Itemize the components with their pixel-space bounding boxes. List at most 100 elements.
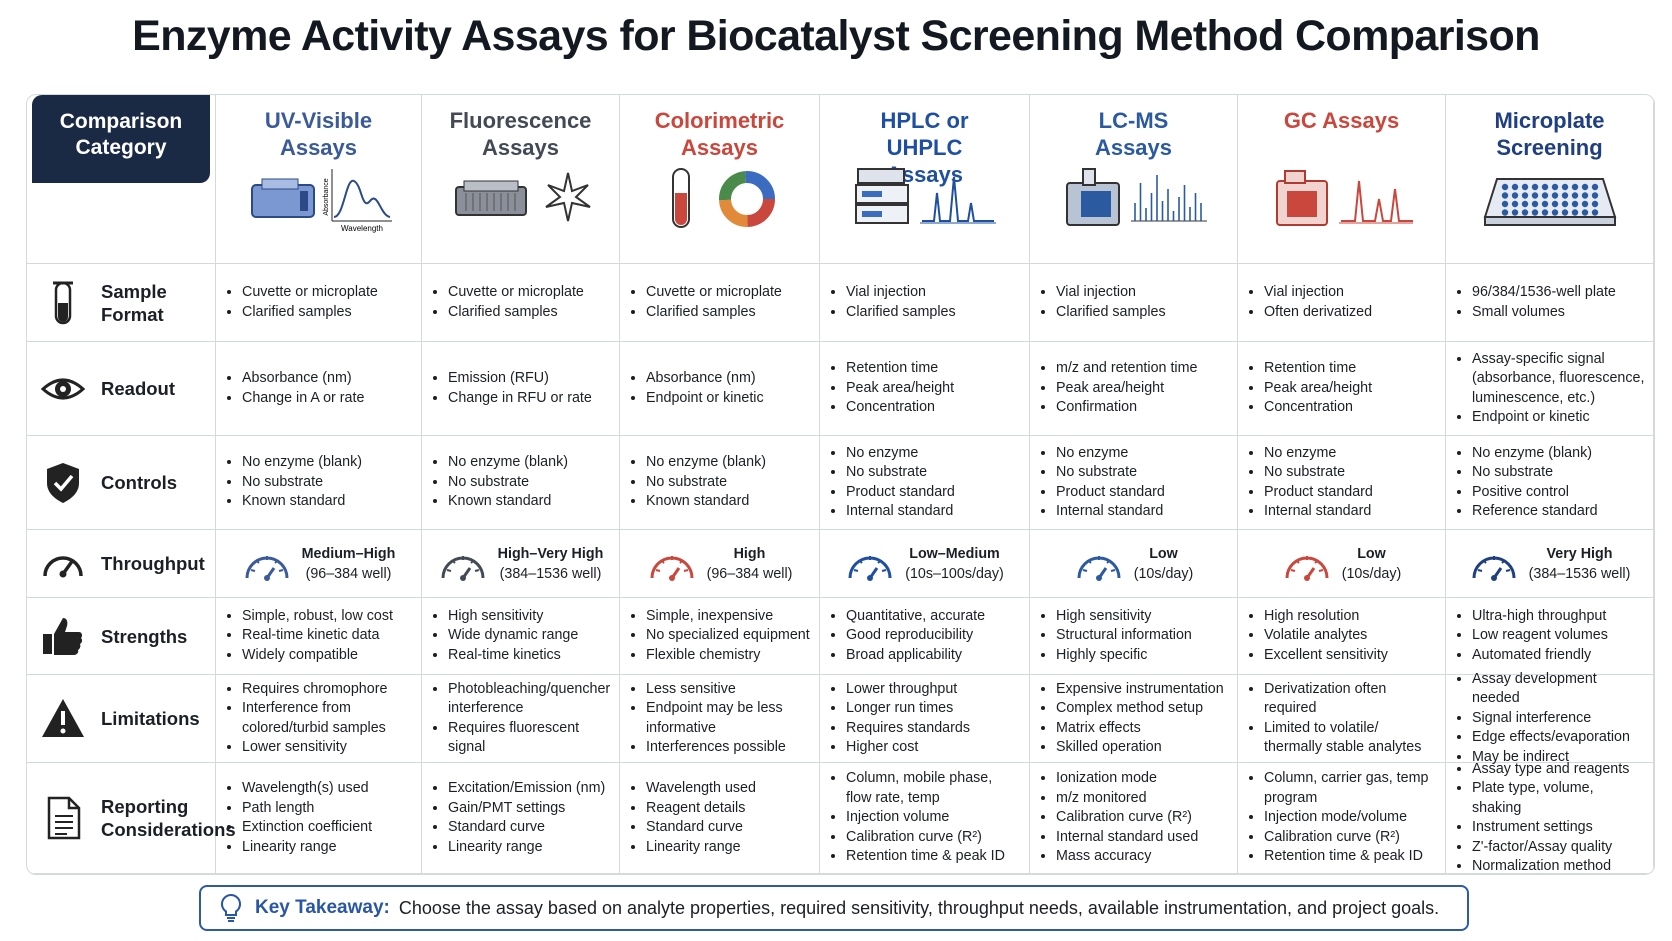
bullet-list: High resolutionVolatile analytesExcellen… [1238,607,1396,666]
bullet-item: Known standard [448,492,568,512]
axis-label: Wavelength [341,224,383,233]
bullet-item: Lower throughput [846,680,970,700]
icon-part [1490,574,1497,581]
column-icon [1065,168,1207,226]
cell: Wavelength usedReagent detailsStandard c… [620,763,820,874]
gauge-icon [1285,555,1329,581]
icon-part [544,172,591,222]
row-icon [43,555,83,577]
bullet-item: Concentration [846,398,954,418]
bullet-item: Wavelength used [646,779,756,799]
bullet-item: No substrate [242,473,362,493]
bullet-item: Good reproducibility [846,626,985,646]
row-icon [53,281,73,324]
icon-part [263,574,270,581]
icon-part [61,710,65,725]
bullet-list: High sensitivityStructural informationHi… [1030,607,1200,666]
throughput-detail: (10s/day) [1133,565,1194,582]
bullet-list: No enzyme (blank)No substratePositive co… [1446,444,1606,522]
icon-part [60,728,66,733]
bullet-item: Low reagent volumes [1472,626,1608,646]
cell: Quantitative, accurateGood reproducibili… [820,598,1030,675]
cell: Assay development neededSignal interfere… [1446,671,1654,765]
bullet-item: Instrument settings [1472,818,1645,838]
icon-part [47,796,81,840]
cell: 96/384/1536-well plateSmall volumes [1446,264,1654,342]
icon-part [474,568,479,572]
bullet-item: High sensitivity [448,607,578,627]
icon-part [1571,209,1578,216]
bullet-list: Quantitative, accurateGood reproducibili… [820,607,993,666]
bullet-list: Requires chromophoreInterference from co… [216,680,421,758]
bullet-item: Lower sensitivity [242,738,413,758]
bullet-item: Real-time kinetics [448,646,578,666]
icon-part [1511,200,1518,208]
icon-part [1591,209,1598,216]
icon-part [1521,183,1528,191]
icon-part [1581,200,1588,208]
throughput-text: High–Very High (384–1536 well) [498,544,604,584]
bullet-item: No enzyme (blank) [448,453,568,473]
icon-part [59,570,67,577]
icon-part [1561,183,1568,191]
bullet-list: No enzyme (blank)No substrateKnown stand… [620,453,774,512]
bullet-item: Simple, inexpensive [646,607,810,627]
bullet-item: Path length [242,799,372,819]
bullet-list: Less sensitiveEndpoint may be less infor… [620,680,819,758]
gauge-icon [1077,555,1121,581]
cell: High sensitivityStructural informationHi… [1030,598,1238,675]
bullet-list: No enzymeNo substrateProduct standardInt… [1030,444,1173,522]
bullet-item: Less sensitive [646,680,811,700]
icon-part [1511,209,1518,216]
bullet-item: Retention time & peak ID [1264,847,1437,867]
bullet-item: Retention time [846,359,954,379]
bullet-item: Interferences possible [646,738,811,758]
bullet-item: Excitation/Emission (nm) [448,779,605,799]
gauge-icon [650,555,694,581]
bullet-item: Flexible chemistry [646,646,810,666]
icon-part [1500,558,1506,564]
throughput-level: High–Very High [497,545,604,562]
icon-part [40,378,86,399]
bullet-item: Linearity range [242,838,372,858]
column-header: Microplate Screening [1446,95,1654,264]
bullet-list: Vial injectionClarified samples [820,283,964,322]
row-label-cell: Readout [27,342,216,436]
cell: Assay type and reagentsPlate type, volum… [1446,761,1654,874]
icon-part [1541,200,1548,208]
cell: High sensitivityWide dynamic rangeReal-t… [422,598,620,675]
bullet-list: Column, carrier gas, temp programInjecti… [1238,769,1445,867]
bullet-item: May be indirect [1472,748,1645,768]
bullet-item: Peak area/height [846,379,954,399]
row-label: Strengths [101,625,188,647]
icon-part [1541,183,1548,191]
icon-part [55,815,73,835]
icon-part [1283,170,1306,184]
bullet-item: Derivatization often required [1264,680,1437,719]
throughput-detail: (10s–100s/day) [905,565,1004,582]
icon-part [1110,568,1115,572]
icon-part [1318,568,1323,572]
cell: Less sensitiveEndpoint may be less infor… [620,675,820,763]
bullet-item: Extinction coefficient [242,818,372,838]
bullet-item: Quantitative, accurate [846,607,985,627]
icon-part [278,568,283,572]
category-header: Comparison Category [27,95,216,264]
icon-part [1531,209,1538,216]
icon-part [718,171,775,227]
cell: Photobleaching/quencher interferenceRequ… [422,675,620,763]
bullet-item: Clarified samples [1056,303,1166,323]
bullet-item: High resolution [1264,607,1388,627]
bullet-item: Ionization mode [1056,769,1198,789]
throughput-text: Low–Medium (10s–100s/day) [905,544,1004,584]
bullet-item: Excellent sensitivity [1264,646,1388,666]
icon-part [1294,558,1300,564]
bullet-item: Change in A or rate [242,389,364,409]
column-icon [854,168,996,224]
throughput-text: High (96–384 well) [707,544,793,584]
cell: m/z and retention timePeak area/heightCo… [1030,342,1238,436]
bullet-list: Absorbance (nm)Change in A or rate [216,369,372,408]
bullet-item: Positive control [1472,483,1598,503]
icon-part [861,191,882,197]
cell: Wavelength(s) usedPath lengthExtinction … [216,763,422,874]
